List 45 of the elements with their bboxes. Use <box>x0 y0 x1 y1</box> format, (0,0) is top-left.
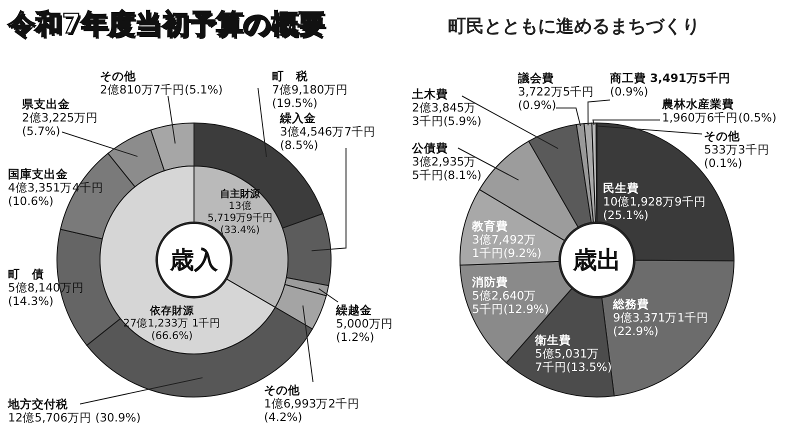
slice-label: 衛生費 <box>534 333 571 347</box>
text: 歳入 <box>170 246 218 274</box>
data-label: 13億 5,719万9千円 (33.4%) <box>208 200 272 236</box>
data-label: 2億3,845万 3千円(5.9%) <box>412 100 482 128</box>
data-label: 10億1,928万9千円 (25.1%) <box>603 194 706 222</box>
data-label: 5,000万円 (1.2%) <box>336 316 393 344</box>
data-label: 2億810万7千円(5.1%) <box>100 82 223 96</box>
slice-label: 自主財源 <box>220 188 261 200</box>
chart-subtitle: 町民とともに進めるまちづくり <box>448 15 700 38</box>
data-label: 3億2,935万 5千円(8.1%) <box>412 154 482 182</box>
data-label: 5億2,640万 5千円(12.9%) <box>472 288 549 316</box>
slice-label: 議会費 <box>517 71 554 85</box>
slice-label: 農林水産業費 <box>661 97 734 111</box>
slice-label: 商工費 3,491万5千円 (0.9%) <box>609 71 730 98</box>
slice-label: 教育費 <box>471 219 508 233</box>
slice-label: その他 <box>704 129 741 143</box>
slice-label: 県支出金 <box>21 97 70 111</box>
data-label: 3億7,492万 1千円(9.2%) <box>472 232 542 260</box>
slice-label: 依存財源 <box>149 304 195 317</box>
text: 歳出 <box>559 222 635 298</box>
data-label: 533万3千円 (0.1%) <box>704 142 770 170</box>
data-label: 3億4,546万7千円 (8.5%) <box>280 124 376 152</box>
slice-label: 国庫支出金 <box>8 167 68 181</box>
slice-label: 繰入金 <box>279 111 316 125</box>
data-label: 2億3,225万円 (5.7%) <box>22 110 98 138</box>
slice-label: 消防費 <box>471 275 508 289</box>
data-label: 1億6,993万2千円 (4.2%) <box>264 396 360 424</box>
slice-label: 地方交付税 <box>7 397 69 411</box>
data-label: 3,722万5千円 (0.9%) <box>518 84 594 112</box>
data-label: 9億3,371万1千円 (22.9%) <box>613 310 709 338</box>
slice-label: 総務費 <box>612 297 649 311</box>
data-label: 12億5,706万円 (30.9%) <box>8 410 141 424</box>
slice-label: その他 <box>100 69 137 83</box>
slice-label: 繰越金 <box>335 303 372 317</box>
data-label: 27億1,233万 1千円 (66.6%) <box>123 316 221 342</box>
slice-label: 土木費 <box>411 87 448 101</box>
slice-label: 町 債 <box>8 267 44 281</box>
chart-title: 令和7年度当初予算の概要 <box>8 8 325 42</box>
data-label: 7億9,180万円 (19.5%) <box>272 82 348 110</box>
slice-label: その他 <box>264 383 301 397</box>
data-label: 1,960万6千円(0.5%) <box>662 110 776 124</box>
data-label: 5億5,031万 7千円(13.5%) <box>535 346 612 374</box>
slice-label: 町 税 <box>272 69 309 83</box>
slice-label: 公債費 <box>411 141 448 155</box>
slice-label: 民生費 <box>603 181 639 195</box>
